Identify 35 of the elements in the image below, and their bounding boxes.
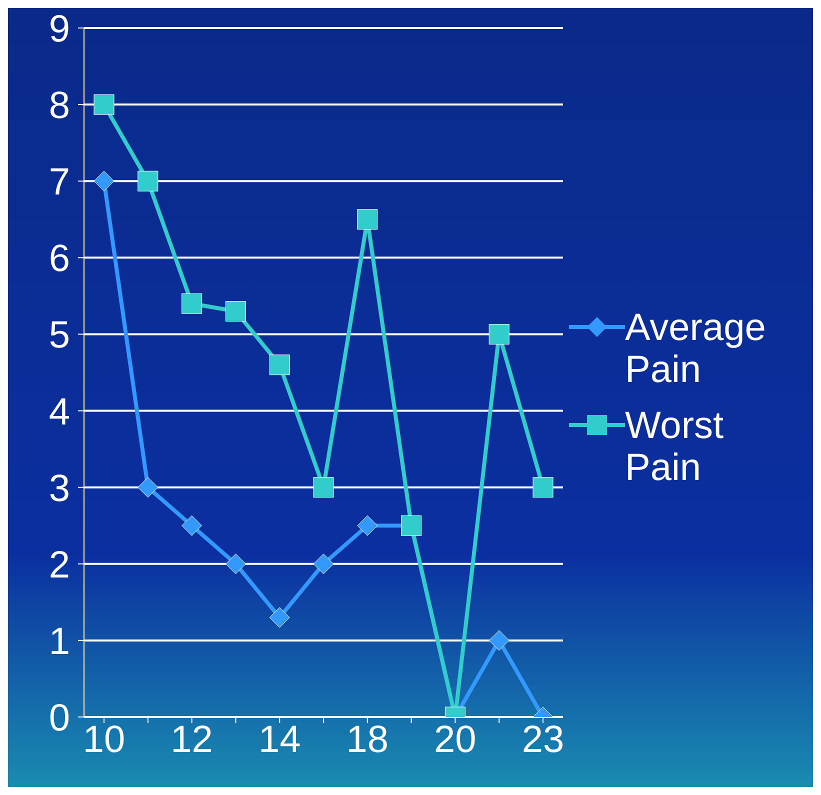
point [138,170,158,192]
y-tick-label: 7 [48,162,70,204]
point [313,554,334,574]
point [357,209,378,230]
point [313,477,334,498]
x-tick-label: 12 [170,718,213,761]
point [357,515,378,536]
y-tick-label: 2 [48,544,70,586]
y-tick-label: 1 [48,620,70,663]
x-tick-label: 23 [522,718,564,761]
x-tick-label: 20 [434,718,476,761]
y-tick-label: 3 [48,468,70,510]
x-tick-label: 10 [82,718,126,761]
point [488,630,510,651]
y-tick-label: 8 [48,85,70,128]
y-tick-label: 4 [48,391,70,434]
legend-label: Worst Pain [625,404,725,488]
y-tick-label: 5 [48,314,70,357]
y-tick-label: 6 [48,238,70,280]
point [269,354,290,376]
point [94,94,114,115]
x-tick-label: 18 [346,718,389,761]
point [225,554,246,574]
point [488,324,510,344]
legend-label: Average Pain [625,306,767,390]
point [182,293,202,314]
point [138,477,158,498]
y-tick-label: 9 [48,8,70,50]
x-tick-label: 14 [258,718,301,761]
point [269,607,290,628]
y-tick-label: 0 [48,697,70,740]
point [182,515,202,536]
point [532,477,554,498]
point [94,170,114,192]
point [225,301,246,322]
